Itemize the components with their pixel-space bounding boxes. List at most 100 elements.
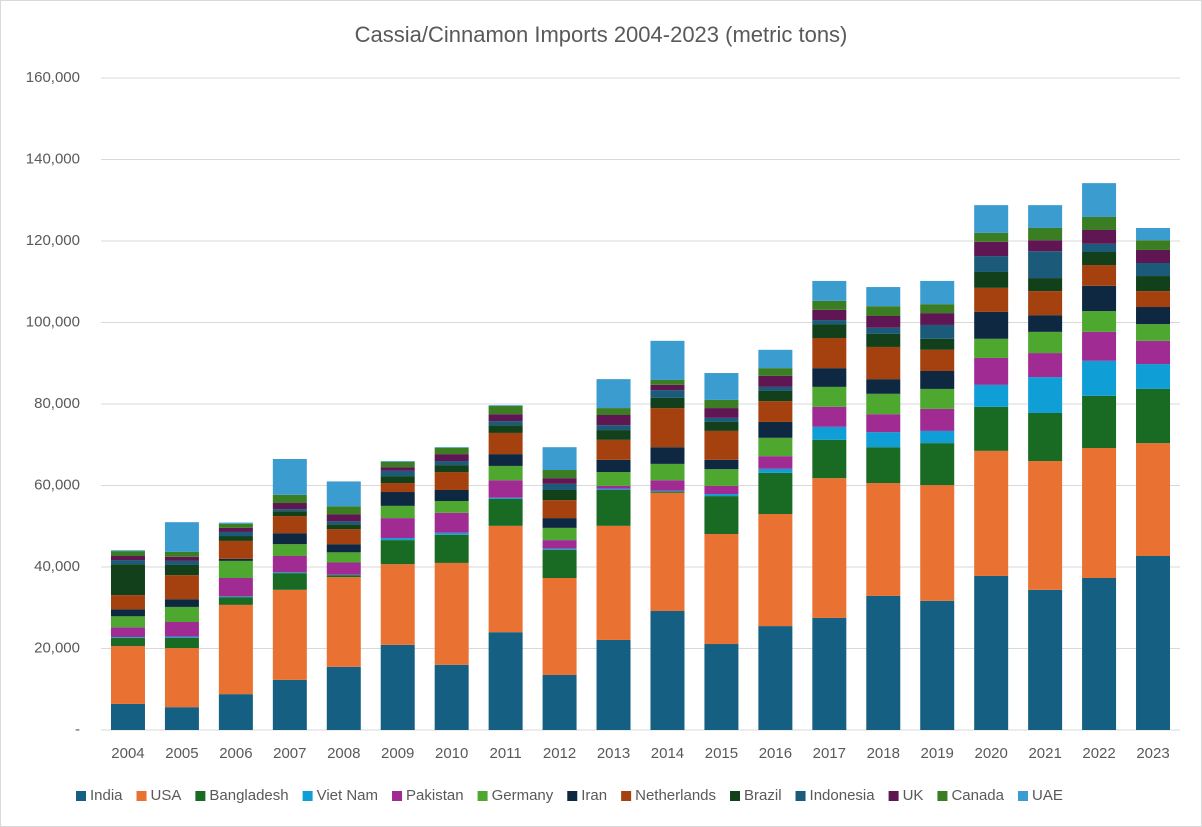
legend-label: Canada [951, 787, 1004, 804]
bar-segment [326, 544, 361, 553]
bar-segment [218, 604, 253, 695]
bar-segment [812, 309, 847, 321]
bar-segment [326, 529, 361, 545]
bar-segment [866, 306, 901, 316]
bar-segment [758, 456, 793, 469]
bar-segment [218, 596, 253, 598]
bar-segment [542, 578, 577, 675]
bar-segment [974, 232, 1009, 242]
bar-segment [1082, 265, 1117, 286]
bar-segment [812, 439, 847, 479]
bar-segment [704, 408, 739, 418]
bar-segment [812, 617, 847, 730]
bar-segment [596, 408, 631, 416]
bar-segment [1136, 555, 1171, 730]
bar-segment [866, 447, 901, 484]
bar-segment [650, 390, 685, 398]
bar-segment [488, 406, 523, 415]
bar-segment [704, 494, 739, 497]
bar-segment [488, 421, 523, 426]
bar-segment [866, 414, 901, 433]
bar-segment [488, 465, 523, 481]
bar-segment [650, 384, 685, 391]
bar-segment [866, 315, 901, 328]
bar-segment [812, 280, 847, 301]
bar-segment [272, 679, 307, 730]
bar-segment [164, 648, 199, 708]
bar-segment [218, 558, 253, 561]
bar-segment [110, 550, 145, 552]
bar-segment [272, 459, 307, 495]
bar-segment [758, 349, 793, 369]
bar-segment [110, 616, 145, 628]
bar-segment [920, 600, 955, 730]
bar-segment [1028, 353, 1063, 378]
bar-segment [704, 421, 739, 431]
bar-segment [488, 432, 523, 455]
bar-segment [380, 492, 415, 506]
bar-segment [650, 480, 685, 491]
bar-segment [758, 514, 793, 627]
bar-segment [164, 522, 199, 552]
legend-swatch [937, 791, 948, 801]
bar-segment [380, 467, 415, 471]
bar-segment [812, 426, 847, 440]
bar-segment [542, 489, 577, 501]
bar-segment [1028, 205, 1063, 228]
bar-segment [164, 599, 199, 607]
bar-segment [488, 498, 523, 526]
bar-segment [1136, 443, 1171, 556]
bar-segment [542, 447, 577, 471]
y-tick-label: 80,000 [34, 395, 80, 412]
bar-segment [434, 489, 469, 501]
bar-segment [110, 646, 145, 704]
x-tick-label: 2012 [543, 745, 576, 762]
bar-segment [434, 562, 469, 665]
bar-segment [1028, 251, 1063, 279]
bar-segment [596, 472, 631, 486]
bar-segment [164, 707, 199, 730]
bar-segment [866, 327, 901, 334]
bar-segment [650, 447, 685, 464]
bar-segment [866, 432, 901, 448]
bar-segment [218, 531, 253, 537]
bar-segment [650, 611, 685, 730]
bar-segment [110, 637, 145, 647]
x-tick-label: 2014 [651, 745, 684, 762]
bar-segment [1136, 291, 1171, 308]
bar-segment [272, 494, 307, 504]
x-tick-label: 2021 [1028, 745, 1061, 762]
bar-segment [326, 481, 361, 507]
bar-segment [812, 337, 847, 369]
bar-segment [596, 639, 631, 730]
bar-segment [434, 664, 469, 730]
bar-segment [542, 470, 577, 479]
bar-segment [974, 450, 1009, 576]
bar-segment [1136, 263, 1171, 277]
bar-segment [866, 595, 901, 730]
bar-segment [974, 311, 1009, 339]
x-tick-label: 2020 [974, 745, 1007, 762]
bar-segment [866, 333, 901, 347]
legend-label: Netherlands [635, 787, 716, 804]
bar-segment [1028, 227, 1063, 241]
bar-segment [758, 375, 793, 387]
bar-segment [218, 560, 253, 579]
bar-segment [326, 506, 361, 515]
y-tick-label: 120,000 [26, 232, 80, 249]
bar-segment [866, 287, 901, 307]
bar-segment [596, 415, 631, 426]
bar-segment [758, 468, 793, 473]
bar-segment [488, 525, 523, 633]
legend-label: Germany [492, 787, 554, 804]
bar-segment [812, 478, 847, 618]
legend-label: Iran [581, 787, 607, 804]
bar-segment [380, 518, 415, 539]
bar-segment [704, 417, 739, 422]
bar-segment [488, 480, 523, 498]
bar-segment [434, 461, 469, 466]
bar-segment [650, 490, 685, 492]
bar-segment [1136, 388, 1171, 444]
bar-segment [1136, 276, 1171, 292]
